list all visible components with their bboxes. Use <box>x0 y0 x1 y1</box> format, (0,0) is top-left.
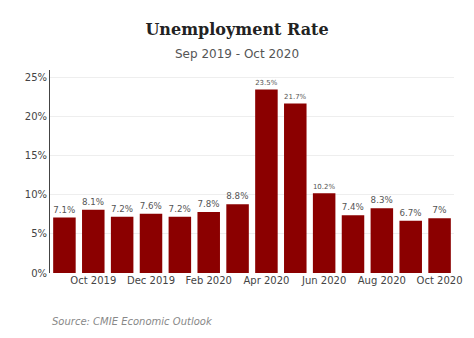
svg-text:23.5%: 23.5% <box>255 79 278 87</box>
svg-text:6.7%: 6.7% <box>399 208 421 218</box>
svg-text:5%: 5% <box>31 228 47 239</box>
svg-text:Oct 2020: Oct 2020 <box>417 275 463 286</box>
svg-text:7.4%: 7.4% <box>342 202 364 212</box>
svg-text:8.8%: 8.8% <box>226 191 248 201</box>
svg-text:21.7%: 21.7% <box>284 93 307 101</box>
svg-text:Apr 2020: Apr 2020 <box>243 275 289 286</box>
svg-text:8.3%: 8.3% <box>371 195 393 205</box>
svg-text:7.2%: 7.2% <box>111 204 133 214</box>
svg-text:Source: CMIE Economic Outlook: Source: CMIE Economic Outlook <box>52 316 213 327</box>
svg-text:20%: 20% <box>25 111 47 122</box>
svg-text:8.1%: 8.1% <box>82 197 104 207</box>
svg-text:7.6%: 7.6% <box>140 201 162 211</box>
svg-text:0%: 0% <box>31 268 47 279</box>
svg-text:Aug 2020: Aug 2020 <box>358 275 406 286</box>
svg-text:7.2%: 7.2% <box>169 204 191 214</box>
svg-text:25%: 25% <box>25 72 47 83</box>
svg-text:7%: 7% <box>432 205 447 215</box>
svg-text:7.8%: 7.8% <box>197 199 219 209</box>
svg-text:Oct 2019: Oct 2019 <box>70 275 116 286</box>
svg-text:10.2%: 10.2% <box>313 183 336 191</box>
svg-text:Sep 2019 - Oct 2020: Sep 2019 - Oct 2020 <box>175 47 299 61</box>
svg-text:Dec 2019: Dec 2019 <box>127 275 175 286</box>
svg-text:Unemployment Rate: Unemployment Rate <box>145 20 328 39</box>
svg-text:7.1%: 7.1% <box>53 205 75 215</box>
svg-text:15%: 15% <box>25 150 47 161</box>
svg-text:Jun 2020: Jun 2020 <box>301 275 346 286</box>
svg-text:Feb 2020: Feb 2020 <box>186 275 232 286</box>
svg-text:10%: 10% <box>25 189 47 200</box>
